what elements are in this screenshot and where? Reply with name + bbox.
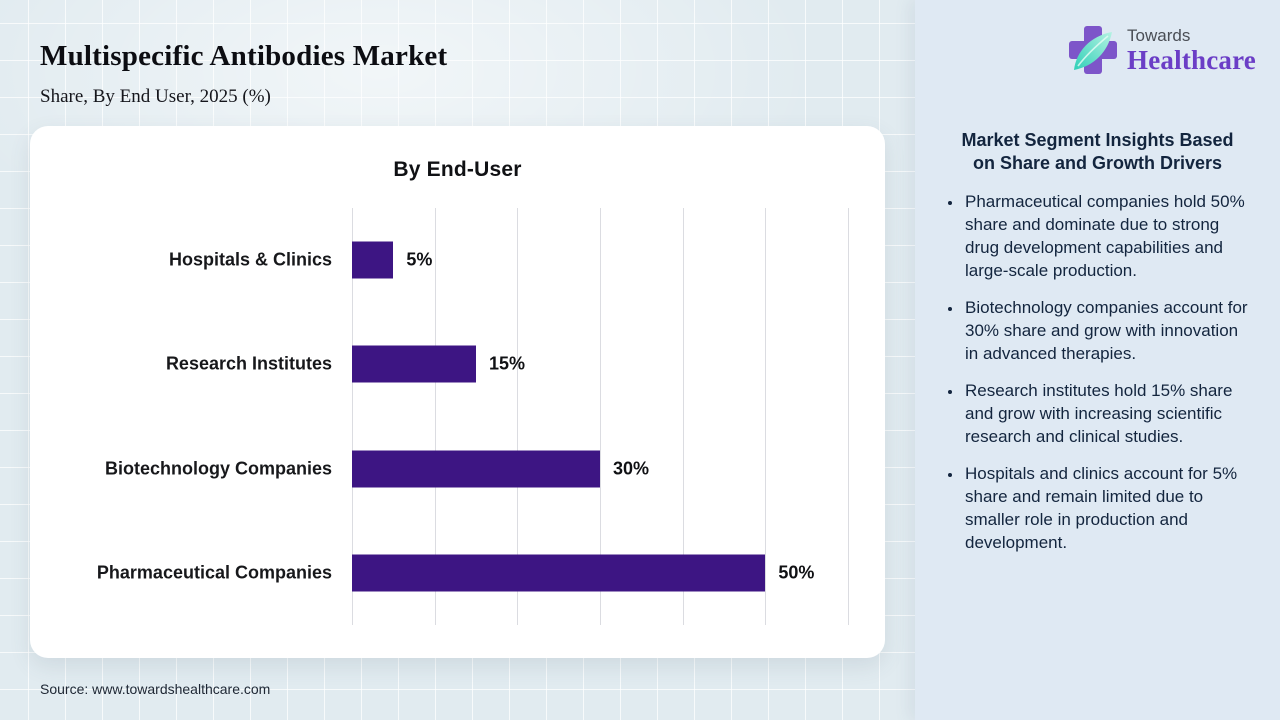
gridline [434, 208, 436, 625]
value-label: 50% [778, 562, 815, 583]
value-label: 30% [613, 458, 650, 479]
page-subtitle: Share, By End User, 2025 (%) [40, 86, 271, 107]
value-label: 5% [406, 249, 433, 270]
category-label: Hospitals & Clinics [168, 249, 332, 270]
gridline [352, 208, 353, 625]
category-label: Pharmaceutical Companies [96, 562, 332, 583]
bar [352, 345, 476, 383]
bar [352, 554, 766, 592]
category-label: Biotechnology Companies [104, 458, 332, 479]
brand-line2: Healthcare [1127, 45, 1256, 75]
cross-and-leaf-icon [1069, 26, 1118, 74]
bar [352, 241, 394, 279]
insights-sidebar: Towards Healthcare Market Segment Insigh… [915, 0, 1280, 720]
source-attribution: Source: www.towardshealthcare.com [40, 681, 271, 697]
category-label: Research Institutes [165, 353, 332, 374]
insight-bullet: Hospitals and clinics account for 5% sha… [963, 462, 1248, 554]
gridline [682, 208, 684, 625]
gridline [600, 208, 601, 625]
brand-wordmark: Towards Healthcare [1127, 26, 1256, 74]
insights-heading: Market Segment Insights Based on Share an… [961, 130, 1234, 173]
brand-logo: Towards Healthcare [1068, 22, 1256, 78]
value-label: 15% [489, 353, 526, 374]
page-title: Multispecific Antibodies Market [40, 40, 448, 72]
bar [352, 450, 600, 488]
chart-title: By End-User [393, 158, 522, 181]
brand-line1: Towards [1127, 26, 1191, 45]
insight-bullet: Research institutes hold 15% share and g… [963, 379, 1248, 448]
gridline [848, 208, 849, 625]
chart-card: By End-User Hospitals & Clinics 5% Researc… [30, 126, 885, 658]
insight-bullet: Biotechnology companies account for 30% … [963, 296, 1248, 365]
insights-list: Pharmaceutical companies hold 50% share … [930, 190, 1248, 568]
insight-bullet: Pharmaceutical companies hold 50% share … [963, 190, 1248, 282]
plot-area: Hospitals & Clinics 5% Research Institutes… [97, 208, 849, 625]
gridline [765, 208, 767, 625]
gridline [517, 208, 519, 625]
